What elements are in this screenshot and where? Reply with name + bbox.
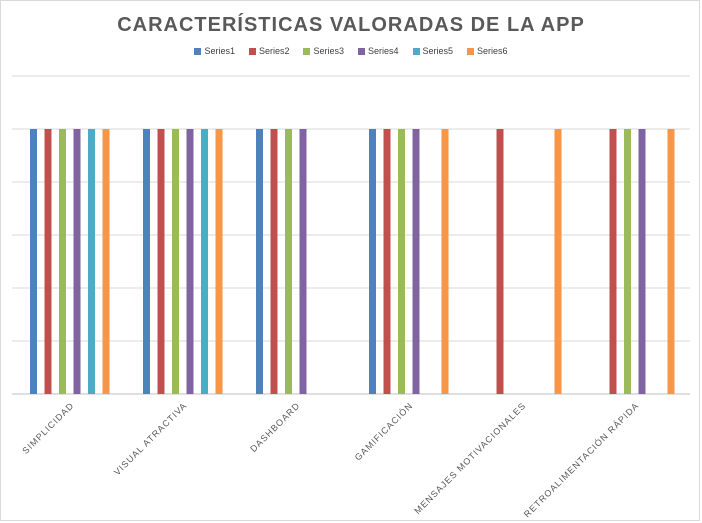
bar-4-series1 bbox=[369, 129, 376, 394]
legend-item-4: Series4 bbox=[358, 46, 399, 56]
legend-label: Series5 bbox=[422, 46, 454, 56]
bar-2-series3 bbox=[172, 129, 179, 394]
bar-4-series3 bbox=[398, 129, 405, 394]
x-tick-label: SIMPLICIDAD bbox=[20, 400, 76, 456]
legend-item-2: Series2 bbox=[248, 46, 290, 56]
legend-swatch bbox=[467, 47, 475, 55]
bar-2-series1 bbox=[143, 129, 150, 394]
x-tick-label: MENSAJES MOTIVACIONALES bbox=[412, 400, 528, 516]
bar-1-series3 bbox=[59, 129, 66, 394]
bar-4-series2 bbox=[383, 129, 391, 394]
legend-label: Series1 bbox=[204, 46, 235, 56]
x-tick-label: GAMIFICACIÓN bbox=[353, 400, 415, 462]
bar-5-series6 bbox=[554, 129, 562, 394]
legend-item-1: Series1 bbox=[194, 46, 235, 56]
bar-1-series1 bbox=[30, 129, 37, 394]
bar-1-series4 bbox=[73, 129, 81, 394]
bar-1-series2 bbox=[44, 129, 52, 394]
legend-label: Series2 bbox=[258, 46, 290, 56]
legend-swatch bbox=[194, 47, 202, 55]
legend-swatch bbox=[303, 47, 311, 55]
bar-6-series3 bbox=[624, 129, 631, 394]
legend-swatch bbox=[358, 47, 365, 55]
chart-title: CARACTERÍSTICAS VALORADAS DE LA APP bbox=[117, 14, 585, 36]
bar-4-series4 bbox=[412, 129, 420, 394]
bar-2-series4 bbox=[186, 129, 194, 394]
bar-3-series2 bbox=[270, 129, 278, 394]
legend-item-5: Series5 bbox=[412, 46, 454, 56]
bar-3-series3 bbox=[285, 129, 292, 394]
legend-swatch bbox=[412, 47, 420, 55]
bar-6-series6 bbox=[667, 129, 675, 394]
legend-label: Series4 bbox=[368, 46, 399, 56]
bar-2-series6 bbox=[215, 129, 223, 394]
legend-label: Series3 bbox=[313, 46, 344, 56]
legend-label: Series6 bbox=[477, 46, 508, 56]
legend-swatch bbox=[248, 47, 256, 55]
bar-2-series5 bbox=[201, 129, 208, 394]
x-tick-label: VISUAL ATRACTIVA bbox=[112, 400, 189, 477]
bar-1-series6 bbox=[102, 129, 110, 394]
bar-6-series4 bbox=[638, 129, 646, 394]
bar-3-series1 bbox=[256, 129, 263, 394]
bar-2-series2 bbox=[157, 129, 165, 394]
legend: Series1 Series2 Series3 Series4 Series5 Serie… bbox=[0, 46, 702, 56]
bar-5-series2 bbox=[496, 129, 504, 394]
legend-item-6: Series6 bbox=[467, 46, 508, 56]
bar-3-series4 bbox=[299, 129, 307, 394]
x-tick-label: DASHBOARD bbox=[248, 400, 302, 454]
legend-item-3: Series3 bbox=[303, 46, 344, 56]
bar-4-series6 bbox=[441, 129, 449, 394]
bar-1-series5 bbox=[88, 129, 95, 394]
x-tick-label: RETROALIMENTACIÓN RÁPIDA bbox=[522, 400, 641, 519]
bar-6-series2 bbox=[609, 129, 617, 394]
